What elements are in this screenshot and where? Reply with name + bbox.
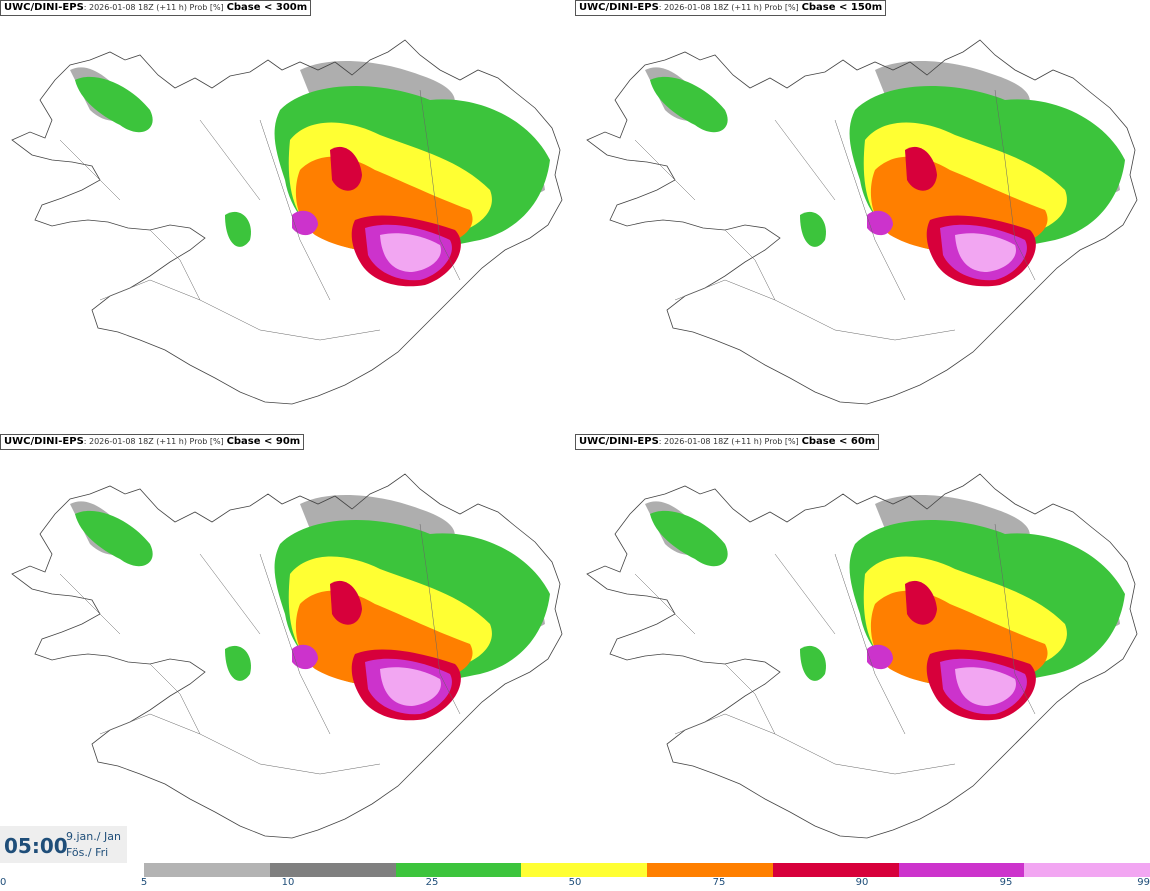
road-line [724, 663, 776, 735]
colorbar-tick-label: 90 [855, 877, 869, 888]
probability-area [75, 510, 153, 567]
coastline [11, 473, 563, 839]
road-line [99, 713, 381, 775]
road-line [774, 119, 836, 201]
road-line [59, 139, 121, 201]
road-line [994, 523, 1036, 715]
probability-area [225, 645, 251, 681]
road-line [259, 119, 331, 301]
panel-title: UWC/DINI-EPS: 2026-01-08 18Z (+11 h) Pro… [575, 0, 887, 16]
road-line [834, 553, 906, 735]
probability-area [800, 211, 826, 247]
colorbar-segment [521, 863, 648, 877]
colorbar-tick-label: 25 [425, 877, 439, 888]
road-line [99, 279, 381, 341]
probability-area [800, 645, 826, 681]
probability-area [867, 644, 893, 670]
probability-area [650, 510, 728, 567]
colorbar-segment [772, 863, 899, 877]
map-panel-90m: UWC/DINI-EPS: 2026-01-08 18Z (+11 h) Pro… [0, 434, 573, 869]
road-line [674, 279, 956, 341]
road-line [834, 119, 906, 301]
valid-weekday: Fös./ Fri [66, 846, 109, 859]
road-line [259, 553, 331, 735]
colorbar-tick-label: 5 [140, 877, 148, 888]
colorbar-tick-label: 10 [281, 877, 295, 888]
probability-area [225, 211, 251, 247]
iceland-map [11, 39, 563, 405]
probability-area [905, 146, 937, 191]
iceland-map [586, 473, 1138, 839]
colorbar-segment [395, 863, 522, 877]
probability-area [75, 76, 153, 133]
probability-area [292, 210, 318, 236]
road-line [419, 523, 461, 715]
road-line [724, 229, 776, 301]
probability-area [867, 210, 893, 236]
colorbar-segment [269, 863, 396, 877]
coastline [586, 39, 1138, 405]
colorbar-segment [647, 863, 774, 877]
road-line [634, 139, 696, 201]
coastline [586, 473, 1138, 839]
colorbar-tick-label: 0 [0, 877, 7, 888]
probability-area [292, 644, 318, 670]
colorbar-tick-label: 95 [999, 877, 1013, 888]
probability-area [955, 233, 1016, 272]
road-line [149, 663, 201, 735]
panel-title: UWC/DINI-EPS: 2026-01-08 18Z (+11 h) Pro… [575, 434, 880, 450]
valid-date: 9.jan./ Jan [66, 830, 121, 843]
probability-area [955, 667, 1016, 706]
road-line [774, 553, 836, 635]
probability-area [380, 667, 441, 706]
colorbar-tick-label: 50 [568, 877, 582, 888]
map-panel-300m: UWC/DINI-EPS: 2026-01-08 18Z (+11 h) Pro… [0, 0, 573, 435]
road-line [419, 89, 461, 281]
road-line [199, 553, 261, 635]
probability-area [330, 580, 362, 625]
colorbar-segment [144, 863, 271, 877]
probability-colorbar [144, 863, 1150, 877]
road-line [149, 229, 201, 301]
map-panel-150m: UWC/DINI-EPS: 2026-01-08 18Z (+11 h) Pro… [575, 0, 1148, 435]
colorbar-segment [898, 863, 1025, 877]
coastline [11, 39, 563, 405]
iceland-map [11, 473, 563, 839]
valid-time: 05:00 [4, 834, 68, 858]
road-line [199, 119, 261, 201]
probability-area [380, 233, 441, 272]
valid-time-box: 05:00 9.jan./ Jan Fös./ Fri [0, 826, 127, 863]
panel-title: UWC/DINI-EPS: 2026-01-08 18Z (+11 h) Pro… [0, 434, 305, 450]
probability-area [905, 580, 937, 625]
road-line [994, 89, 1036, 281]
colorbar-tick-label: 99 [1137, 877, 1150, 888]
panel-title: UWC/DINI-EPS: 2026-01-08 18Z (+11 h) Pro… [0, 0, 312, 16]
probability-area [330, 146, 362, 191]
road-line [59, 573, 121, 635]
map-panel-60m: UWC/DINI-EPS: 2026-01-08 18Z (+11 h) Pro… [575, 434, 1148, 869]
road-line [674, 713, 956, 775]
iceland-map [586, 39, 1138, 405]
colorbar-segment [1024, 863, 1150, 877]
probability-area [650, 76, 728, 133]
colorbar-tick-label: 75 [712, 877, 726, 888]
road-line [634, 573, 696, 635]
